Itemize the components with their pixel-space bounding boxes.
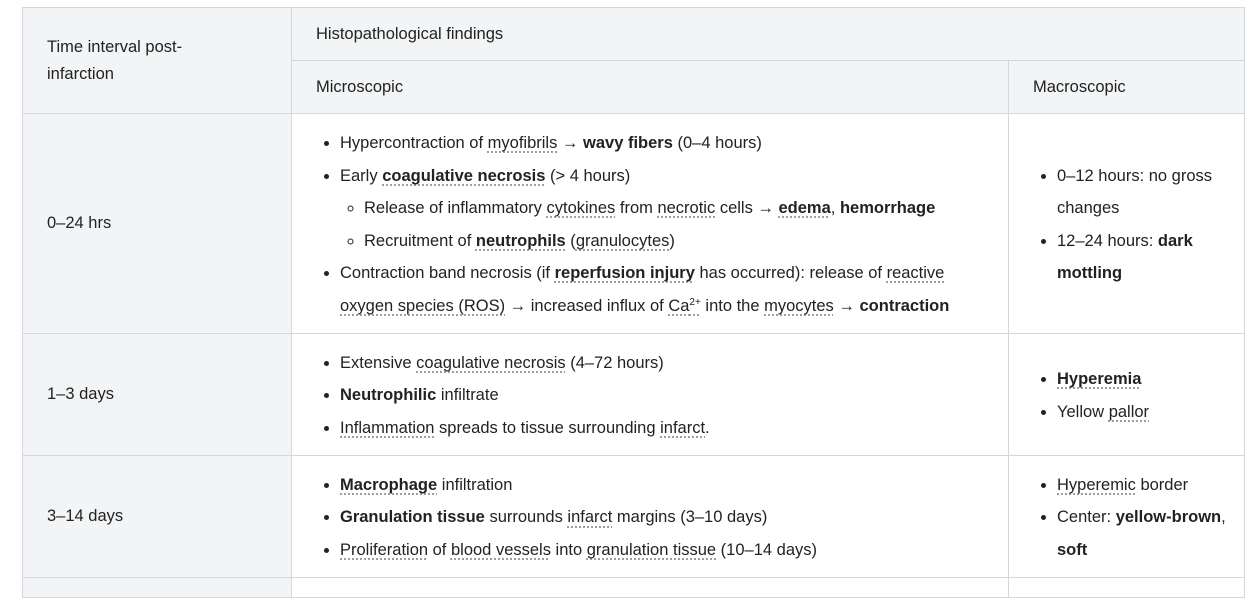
microscopic-cell: Macrophage infiltration Granulation tiss…	[291, 455, 1009, 578]
list-item: Neutrophilic infiltrate	[340, 379, 990, 412]
microscopic-cell: Extensive coagulative necrosis (4–72 hou…	[291, 333, 1009, 456]
table-row: 1–3 days Extensive coagulative necrosis …	[22, 333, 1245, 456]
header-macroscopic: Macroscopic	[1008, 60, 1245, 114]
histopathology-table: Time interval post-infarction Histopatho…	[22, 7, 1245, 598]
table-row: 0–24 hrs Hypercontraction of myofibrils …	[22, 113, 1245, 334]
link-reactive-oxygen-species[interactable]: reactive oxygen species (ROS)	[340, 264, 945, 315]
link-myocytes[interactable]: myocytes	[764, 296, 834, 315]
list-item: Contraction band necrosis (if reperfusio…	[340, 257, 990, 322]
macroscopic-list: Hyperemic border Center: yellow-brown, s…	[1033, 469, 1226, 567]
row-interval: 1–3 days	[22, 333, 292, 456]
microscopic-list: Extensive coagulative necrosis (4–72 hou…	[316, 347, 990, 445]
table-row: 3–14 days Macrophage infiltration Granul…	[22, 455, 1245, 578]
link-cytokines[interactable]: cytokines	[546, 199, 616, 217]
microscopic-cell: Hypercontraction of myofibrils → wavy fi…	[291, 113, 1009, 334]
link-necrotic[interactable]: necrotic	[657, 199, 716, 217]
link-coagulative-necrosis[interactable]: coagulative necrosis	[416, 353, 566, 372]
link-granulocytes[interactable]: granulocytes	[575, 231, 670, 250]
header-time-interval: Time interval post-infarction	[22, 7, 292, 114]
row-interval: 3–14 days	[22, 455, 292, 578]
link-macrophage[interactable]: Macrophage	[340, 475, 438, 494]
link-edema[interactable]: edema	[778, 199, 831, 217]
list-item: Inflammation spreads to tissue surroundi…	[340, 412, 990, 445]
list-item: 0–12 hours: no gross changes	[1057, 160, 1226, 225]
list-item: Hypercontraction of myofibrils → wavy fi…	[340, 127, 990, 160]
macroscopic-cell: Hyperemic border Center: yellow-brown, s…	[1008, 455, 1245, 578]
list-item: 12–24 hours: dark mottling	[1057, 225, 1226, 290]
link-pallor[interactable]: pallor	[1108, 402, 1150, 421]
list-item: Proliferation of blood vessels into gran…	[340, 534, 990, 567]
list-item: Recruitment of neutrophils (granulocytes…	[364, 225, 990, 258]
link-blood-vessels[interactable]: blood vessels	[450, 540, 551, 559]
header-histopathological-findings: Histopathological findings	[291, 7, 1245, 61]
link-neutrophils[interactable]: neutrophils	[475, 231, 566, 250]
link-granulation-tissue[interactable]: granulation tissue	[586, 540, 717, 559]
list-item: Granulation tissue surrounds infarct mar…	[340, 501, 990, 534]
list-item: Macrophage infiltration	[340, 469, 990, 502]
link-hyperemia[interactable]: Hyperemia	[1057, 370, 1142, 388]
microscopic-list: Hypercontraction of myofibrils → wavy fi…	[316, 127, 990, 322]
link-infarct[interactable]: infarct	[660, 418, 706, 437]
list-item: Release of inflammatory cytokines from n…	[364, 192, 990, 225]
macroscopic-cell: Hyperemia Yellow pallor	[1008, 333, 1245, 456]
list-item: Center: yellow-brown, soft	[1057, 501, 1226, 566]
list-item: Early coagulative necrosis (> 4 hours) R…	[340, 160, 990, 258]
list-item: Extensive coagulative necrosis (4–72 hou…	[340, 347, 990, 380]
list-item: Yellow pallor	[1057, 396, 1226, 429]
header-microscopic: Microscopic	[291, 60, 1009, 114]
list-item: Hyperemic border	[1057, 469, 1226, 502]
microscopic-list: Macrophage infiltration Granulation tiss…	[316, 469, 990, 567]
link-infarct[interactable]: infarct	[567, 508, 613, 527]
macroscopic-cell: 0–12 hours: no gross changes 12–24 hours…	[1008, 113, 1245, 334]
link-proliferation[interactable]: Proliferation	[340, 540, 429, 559]
link-coagulative-necrosis[interactable]: coagulative necrosis	[382, 166, 546, 185]
macroscopic-list: 0–12 hours: no gross changes 12–24 hours…	[1033, 160, 1226, 290]
link-inflammation[interactable]: Inflammation	[340, 418, 435, 437]
link-myofibrils[interactable]: myofibrils	[487, 134, 558, 152]
list-item: Hyperemia	[1057, 363, 1226, 396]
macroscopic-list: Hyperemia Yellow pallor	[1033, 363, 1226, 428]
row-interval: 0–24 hrs	[22, 113, 292, 334]
link-calcium[interactable]: Ca2+	[668, 296, 701, 315]
link-reperfusion-injury[interactable]: reperfusion injury	[554, 264, 695, 282]
table-row	[22, 577, 1245, 598]
link-hyperemic[interactable]: Hyperemic	[1057, 475, 1136, 494]
sub-list: Release of inflammatory cytokines from n…	[340, 192, 990, 257]
